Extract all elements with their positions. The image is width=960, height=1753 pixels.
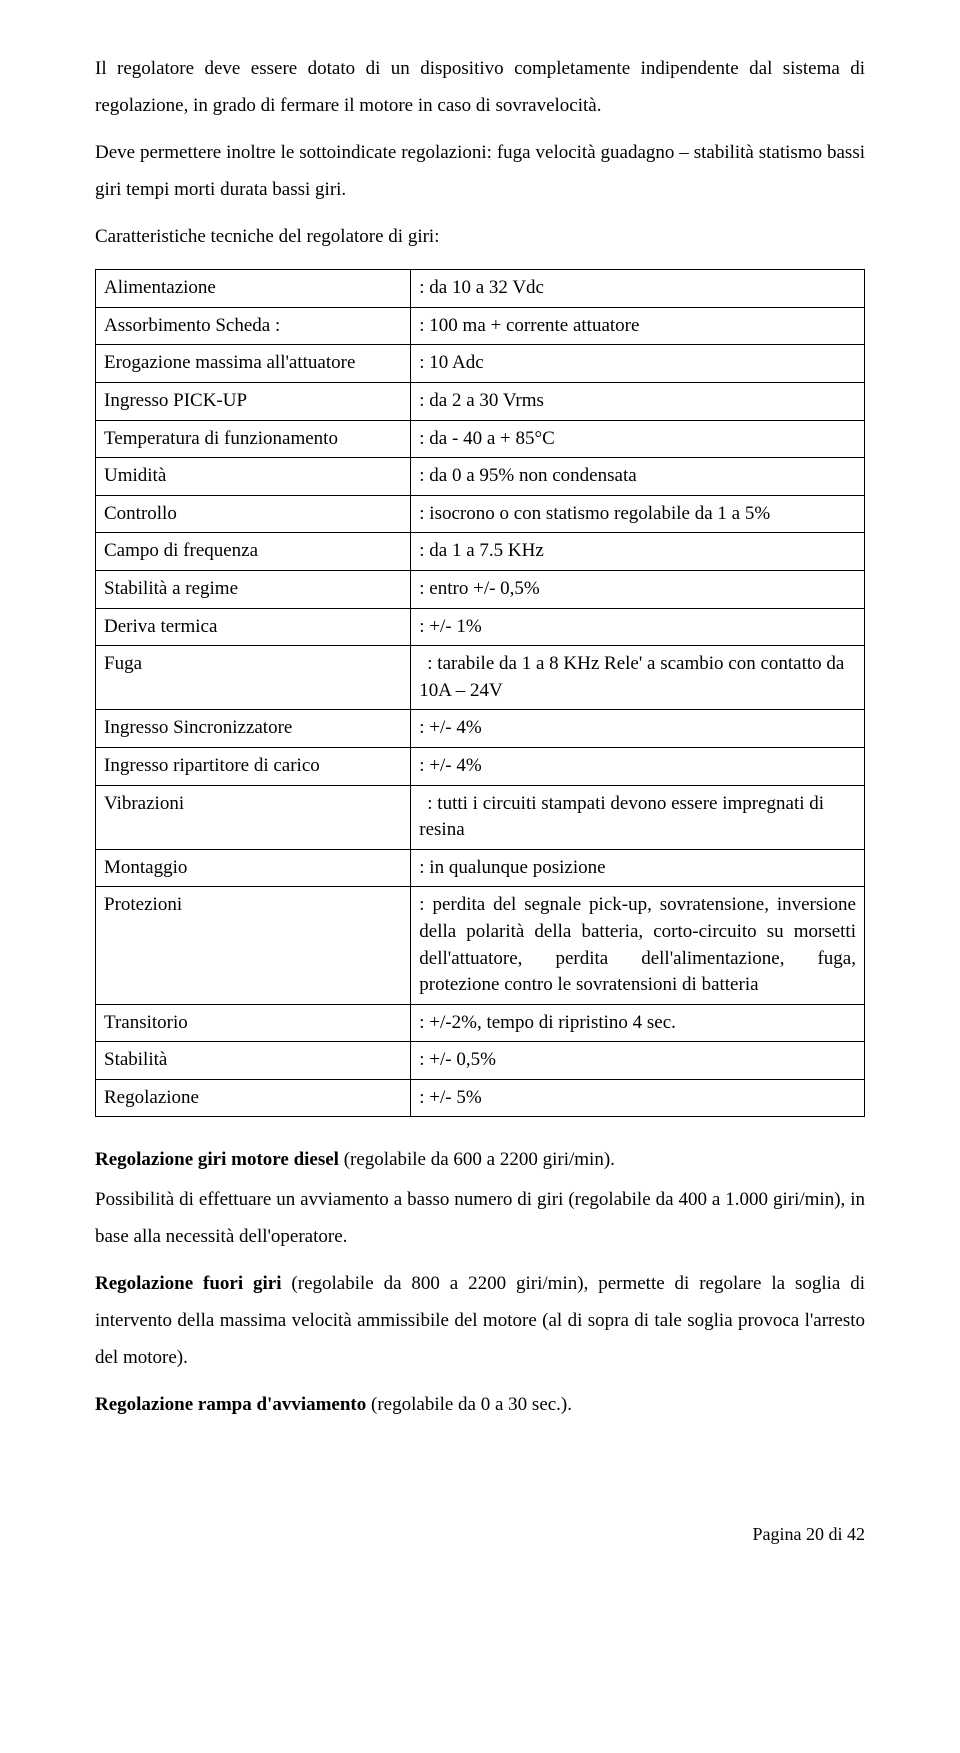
table-row: Vibrazioni : tutti i circuiti stampati d… xyxy=(96,785,865,849)
spec-label: Erogazione massima all'attuatore xyxy=(96,345,411,383)
table-row: Montaggio : in qualunque posizione xyxy=(96,849,865,887)
spec-value: : 100 ma + corrente attuatore xyxy=(411,307,865,345)
table-row: Erogazione massima all'attuatore : 10 Ad… xyxy=(96,345,865,383)
outro-line-1: Regolazione giri motore diesel (regolabi… xyxy=(95,1141,865,1178)
spec-value: : da 2 a 30 Vrms xyxy=(411,383,865,421)
spec-label: Fuga xyxy=(96,646,411,710)
spec-value: : isocrono o con statismo regolabile da … xyxy=(411,495,865,533)
table-row: Regolazione : +/- 5% xyxy=(96,1079,865,1117)
spec-label: Stabilità xyxy=(96,1042,411,1080)
table-row: Alimentazione : da 10 a 32 Vdc xyxy=(96,270,865,308)
spec-label: Stabilità a regime xyxy=(96,570,411,608)
spec-value: : in qualunque posizione xyxy=(411,849,865,887)
table-row: Ingresso PICK-UP : da 2 a 30 Vrms xyxy=(96,383,865,421)
spec-value: : tutti i circuiti stampati devono esser… xyxy=(411,785,865,849)
table-row: Ingresso Sincronizzatore : +/- 4% xyxy=(96,710,865,748)
spec-value: : perdita del segnale pick-up, sovratens… xyxy=(411,887,865,1004)
table-row: Campo di frequenza : da 1 a 7.5 KHz xyxy=(96,533,865,571)
spec-value: : +/- 5% xyxy=(411,1079,865,1117)
outro-line-4: Regolazione rampa d'avviamento (regolabi… xyxy=(95,1386,865,1423)
table-row: Stabilità : +/- 0,5% xyxy=(96,1042,865,1080)
table-row: Umidità : da 0 a 95% non condensata xyxy=(96,458,865,496)
spec-value: : da - 40 a + 85°C xyxy=(411,420,865,458)
intro-paragraph-2: Deve permettere inoltre le sottoindicate… xyxy=(95,134,865,208)
spec-label: Assorbimento Scheda : xyxy=(96,307,411,345)
spec-label: Montaggio xyxy=(96,849,411,887)
intro-paragraph-3: Caratteristiche tecniche del regolatore … xyxy=(95,218,865,255)
spec-label: Ingresso PICK-UP xyxy=(96,383,411,421)
spec-value: : +/- 4% xyxy=(411,747,865,785)
table-row: Deriva termica : +/- 1% xyxy=(96,608,865,646)
spec-label: Ingresso Sincronizzatore xyxy=(96,710,411,748)
spec-value: : entro +/- 0,5% xyxy=(411,570,865,608)
table-row: Controllo : isocrono o con statismo rego… xyxy=(96,495,865,533)
table-row: Assorbimento Scheda : : 100 ma + corrent… xyxy=(96,307,865,345)
spec-label: Controllo xyxy=(96,495,411,533)
spec-label: Alimentazione xyxy=(96,270,411,308)
spec-value: : 10 Adc xyxy=(411,345,865,383)
spec-value: : da 10 a 32 Vdc xyxy=(411,270,865,308)
outro-bold-4: Regolazione rampa d'avviamento xyxy=(95,1394,366,1415)
spec-label: Transitorio xyxy=(96,1004,411,1042)
page: Il regolatore deve essere dotato di un d… xyxy=(0,0,960,1612)
page-footer: Pagina 20 di 42 xyxy=(95,1517,865,1552)
spec-value: : +/- 0,5% xyxy=(411,1042,865,1080)
table-row: Temperatura di funzionamento : da - 40 a… xyxy=(96,420,865,458)
intro-paragraph-1: Il regolatore deve essere dotato di un d… xyxy=(95,50,865,124)
spec-table: Alimentazione : da 10 a 32 Vdc Assorbime… xyxy=(95,269,865,1117)
spec-value: : tarabile da 1 a 8 KHz Rele' a scambio … xyxy=(411,646,865,710)
spec-label: Deriva termica xyxy=(96,608,411,646)
table-row: Stabilità a regime : entro +/- 0,5% xyxy=(96,570,865,608)
outro-text-1: (regolabile da 600 a 2200 giri/min). xyxy=(339,1149,615,1170)
spec-label: Vibrazioni xyxy=(96,785,411,849)
table-row: Transitorio : +/-2%, tempo di ripristino… xyxy=(96,1004,865,1042)
outro-bold-1: Regolazione giri motore diesel xyxy=(95,1149,339,1170)
outro-line-3: Regolazione fuori giri (regolabile da 80… xyxy=(95,1265,865,1376)
outro-text-4: (regolabile da 0 a 30 sec.). xyxy=(366,1394,572,1415)
spec-label: Ingresso ripartitore di carico xyxy=(96,747,411,785)
outro-bold-3: Regolazione fuori giri xyxy=(95,1273,282,1294)
table-row: Fuga : tarabile da 1 a 8 KHz Rele' a sca… xyxy=(96,646,865,710)
table-row: Protezioni : perdita del segnale pick-up… xyxy=(96,887,865,1004)
spec-value: : +/- 1% xyxy=(411,608,865,646)
spec-value: : +/-2%, tempo di ripristino 4 sec. xyxy=(411,1004,865,1042)
spec-value: : da 0 a 95% non condensata xyxy=(411,458,865,496)
spec-label: Protezioni xyxy=(96,887,411,1004)
spec-label: Temperatura di funzionamento xyxy=(96,420,411,458)
outro-line-2: Possibilità di effettuare un avviamento … xyxy=(95,1181,865,1255)
spec-value: : +/- 4% xyxy=(411,710,865,748)
spec-value: : da 1 a 7.5 KHz xyxy=(411,533,865,571)
spec-label: Regolazione xyxy=(96,1079,411,1117)
spec-label: Campo di frequenza xyxy=(96,533,411,571)
table-row: Ingresso ripartitore di carico : +/- 4% xyxy=(96,747,865,785)
spec-label: Umidità xyxy=(96,458,411,496)
